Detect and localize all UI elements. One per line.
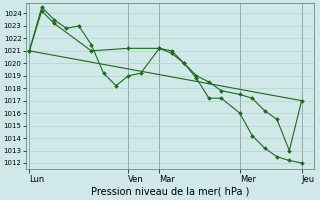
X-axis label: Pression niveau de la mer( hPa ): Pression niveau de la mer( hPa ) [91,187,249,197]
